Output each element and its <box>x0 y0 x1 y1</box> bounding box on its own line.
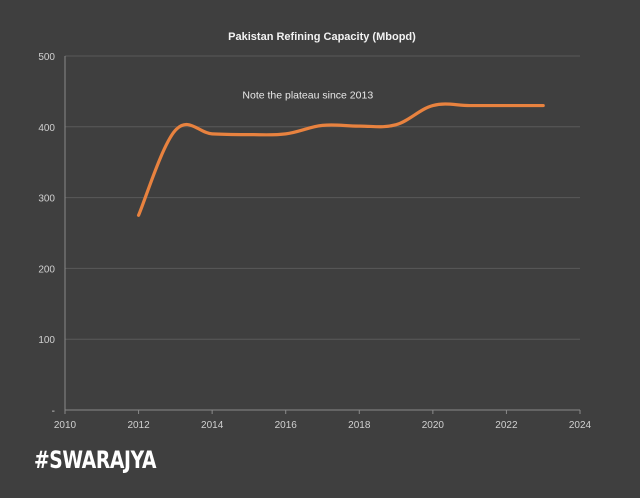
x-tick-label: 2022 <box>495 420 518 431</box>
y-tick-label: 400 <box>38 123 55 134</box>
series-line-0 <box>136 102 545 217</box>
data-point <box>284 132 287 136</box>
tick-labels: - 100 200 300 400 500 2010 2012 2014 2016 2018 2020… <box>38 52 591 431</box>
data-point <box>321 124 324 127</box>
y-tick-label: 500 <box>38 52 55 63</box>
y-tick-label: 100 <box>38 335 55 346</box>
annotation-text: Note the plateau since 2013 <box>242 89 373 101</box>
data-point <box>210 132 214 136</box>
data-point <box>358 124 361 128</box>
data-point <box>137 214 140 217</box>
data-point <box>468 104 471 107</box>
x-tick-label: 2010 <box>54 420 77 431</box>
data-point <box>174 129 177 132</box>
chart-title: Pakistan Refining Capacity (Mbopd) <box>228 31 416 43</box>
x-tick-label: 2014 <box>201 420 224 431</box>
gridlines <box>65 55 580 340</box>
y-tick-label: 300 <box>38 194 55 205</box>
y-tick-label: 200 <box>38 264 55 275</box>
axes <box>64 56 581 414</box>
data-point <box>542 104 545 107</box>
data-point <box>247 133 251 136</box>
x-tick-label: 2020 <box>422 420 445 431</box>
x-tick-label: 2016 <box>275 420 298 431</box>
x-tick-label: 2024 <box>569 420 592 431</box>
series-layer <box>136 102 545 217</box>
y-tick-label: - <box>52 406 55 417</box>
brand-logo: #SWARAJYA <box>34 446 157 474</box>
data-point <box>505 104 508 107</box>
x-tick-label: 2018 <box>348 420 371 431</box>
x-tick-label: 2012 <box>127 420 150 431</box>
data-point <box>431 104 435 107</box>
annotations: Note the plateau since 2013 <box>242 89 373 101</box>
data-point <box>394 123 398 126</box>
